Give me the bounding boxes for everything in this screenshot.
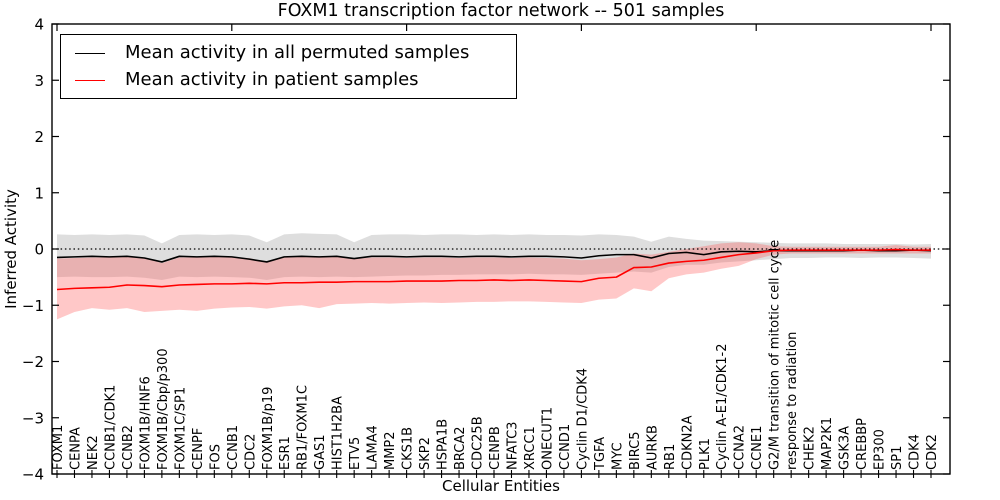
legend-line-sample-black (75, 52, 105, 54)
x-tick-label: AURKB (645, 425, 660, 470)
x-tick-label: FOXM1 (51, 425, 66, 470)
x-tick-label: HSPA1B (436, 419, 451, 470)
x-tick-label: CDKN2A (680, 415, 695, 470)
x-tick-label: CCNE1 (750, 426, 765, 470)
y-tick-label: −4 (22, 466, 44, 484)
x-tick-label: CENPA (68, 427, 83, 470)
x-tick-label: BIRC5 (628, 432, 643, 471)
x-tick-label: MAP2K1 (820, 417, 835, 470)
x-tick-label: FOXM1B/HNF6 (138, 376, 153, 470)
y-tick-label: 0 (34, 241, 44, 259)
x-tick-label: Cyclin D1/CDK4 (575, 368, 590, 470)
x-tick-label: CDK2 (925, 434, 940, 470)
x-tick-label: CKS1B (401, 427, 416, 470)
x-tick-label: MMP2 (383, 431, 398, 470)
x-tick-label: NFATC3 (505, 422, 520, 470)
x-tick-label: CREBBP (855, 418, 870, 470)
x-tick-label: CDC25B (471, 416, 486, 470)
legend-entry-patient: Mean activity in patient samples (75, 71, 516, 89)
chart-title: FOXM1 transcription factor network -- 50… (277, 1, 725, 21)
x-tick-label: ETV5 (348, 437, 363, 470)
x-tick-label: CCNB1/CDK1 (103, 385, 118, 470)
legend-entry-permuted: Mean activity in all permuted samples (75, 44, 516, 62)
x-tick-label: FOXM1B/p19 (261, 387, 276, 470)
y-tick-label: −3 (22, 409, 44, 427)
y-tick-label: −1 (22, 297, 44, 315)
x-tick-label: response to radiation (785, 332, 800, 470)
x-tick-label: CCND1 (558, 424, 573, 470)
x-tick-label: ESR1 (278, 436, 293, 470)
legend-label: Mean activity in patient samples (125, 69, 419, 90)
x-tick-label: HIST1H2BA (331, 396, 346, 470)
x-tick-label: SKP2 (418, 437, 433, 470)
x-tick-label: NEK2 (86, 435, 101, 470)
x-tick-label: XRCC1 (523, 426, 538, 470)
legend: Mean activity in all permuted samples Me… (60, 34, 517, 99)
x-tick-label: FOXM1B/Cbp/p300 (156, 348, 171, 470)
y-axis-label: Inferred Activity (2, 189, 20, 309)
y-tick-label: −2 (22, 353, 44, 371)
x-tick-label: GSK3A (838, 426, 853, 470)
x-tick-label: SP1 (890, 446, 905, 470)
legend-line-sample-red (75, 79, 105, 81)
x-tick-label: TGFA (593, 437, 608, 471)
x-tick-label: RB1/FOXM1C (296, 385, 311, 470)
x-tick-label: CDC2 (243, 434, 258, 470)
y-tick-label: 2 (34, 128, 44, 146)
x-tick-label: FOXM1C/SP1 (173, 387, 188, 470)
x-tick-label: CDK4 (908, 434, 923, 470)
x-axis-label: Cellular Entities (442, 477, 560, 495)
patient-mean-line (56, 248, 931, 291)
y-tick-label: 3 (34, 72, 44, 90)
x-tick-label: MYC (610, 442, 625, 470)
x-tick-label: CCNB1 (226, 425, 241, 470)
x-tick-label: LAMA4 (366, 425, 381, 470)
x-tick-label: G2/M transition of mitotic cell cycle (768, 240, 783, 470)
x-tick-label: FOS (208, 444, 223, 470)
x-tick-label: BRCA2 (453, 426, 468, 470)
x-tick-label: EP300 (873, 429, 888, 470)
x-tick-label: CHEK2 (803, 426, 818, 470)
legend-label: Mean activity in all permuted samples (125, 42, 470, 63)
x-tick-label: ONECUT1 (540, 407, 555, 470)
x-tick-label: CENPF (191, 428, 206, 470)
y-tick-label: 1 (34, 184, 44, 202)
x-tick-label: GAS1 (313, 435, 328, 471)
x-tick-label: PLK1 (698, 438, 713, 470)
x-tick-label: Cyclin A-E1/CDK1-2 (715, 343, 730, 470)
x-tick-label: RB1 (663, 444, 678, 470)
patient-std-band (57, 242, 931, 320)
y-tick-label: 4 (34, 16, 44, 34)
x-tick-label: CENPB (488, 426, 503, 470)
x-tick-label: CCNA2 (733, 425, 748, 470)
x-tick-label: CCNB2 (121, 425, 136, 470)
